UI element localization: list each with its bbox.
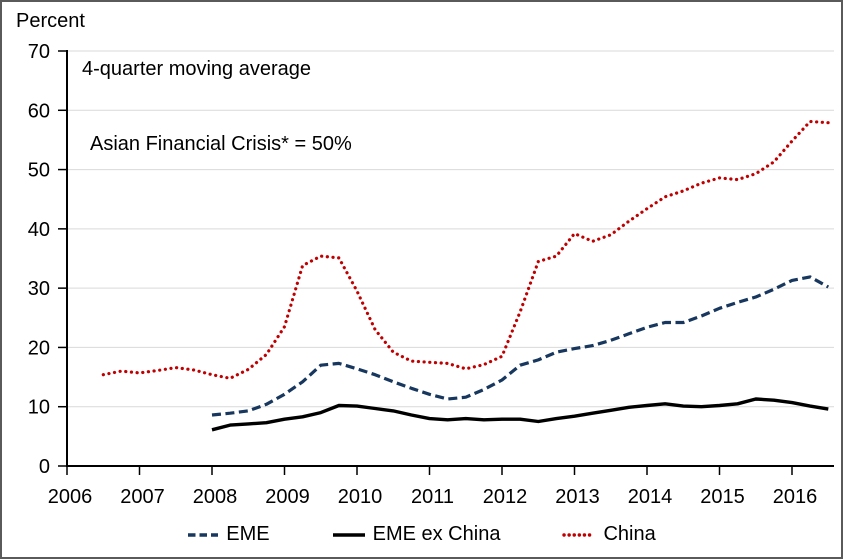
x-tick-label-2016: 2016 [773,486,818,508]
legend-label-china: China [603,523,656,545]
x-tick-label-2008: 2008 [193,486,238,508]
y-tick-label-20: 20 [28,337,50,359]
y-tick-label-30: 30 [28,278,50,300]
x-tick-label-2014: 2014 [628,486,673,508]
x-tick-label-2009: 2009 [265,486,310,508]
x-tick-label-2013: 2013 [555,486,600,508]
x-tick-label-2011: 2011 [411,486,454,508]
y-tick-label-10: 10 [28,397,50,419]
x-tick-label-2006: 2006 [48,486,93,508]
legend-swatch-solid-line-icon [332,532,365,537]
annotation-moving-average: 4-quarter moving average [82,58,312,80]
y-tick-label-0: 0 [39,456,50,478]
x-tick-label-2012: 2012 [483,486,528,508]
chart-legend: EME EME ex China China [2,523,841,546]
y-tick-label-50: 50 [28,160,50,182]
legend-swatch-dotted-line-icon [562,532,597,537]
legend-label-eme-ex-china: EME ex China [372,523,501,545]
legend-item-eme-ex-china: EME ex China [332,523,501,546]
series-line-eme-ex-china [211,397,829,432]
legend-label-eme: EME [226,523,270,545]
y-axis-title: Percent [16,10,85,32]
x-tick-label-2015: 2015 [700,486,745,508]
x-tick-label-2007: 2007 [120,486,165,508]
legend-item-eme: EME [187,523,270,546]
annotation-asian-financial-crisis: Asian Financial Crisis* = 50% [90,133,352,155]
series-line-eme [211,275,830,417]
legend-item-china: China [562,523,656,546]
series-line-china [101,119,830,380]
y-tick-label-40: 40 [28,219,50,241]
y-tick-label-70: 70 [28,41,50,63]
legend-swatch-dashed-line-icon [188,532,219,537]
y-tick-label-60: 60 [28,100,50,122]
x-tick-label-2010: 2010 [338,486,383,508]
